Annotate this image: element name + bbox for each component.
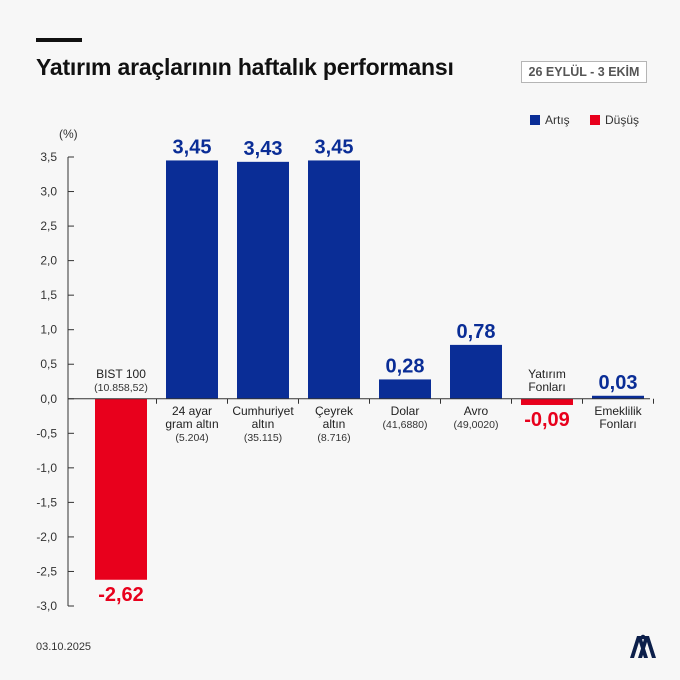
y-tick-label: 3,0 (40, 185, 57, 199)
category-sublabel: (41,6880) (383, 419, 428, 431)
category-label: Dolar (391, 404, 420, 418)
bar-value-label: 0,78 (457, 321, 496, 343)
bar-value-label: 0,03 (599, 372, 638, 394)
bar (237, 161, 289, 399)
category-label: Fonları (528, 380, 565, 394)
y-tick-label: -1,0 (36, 461, 57, 475)
bar-value-label: 3,45 (315, 136, 354, 158)
footer-date: 03.10.2025 (36, 641, 92, 653)
bar (379, 379, 431, 399)
y-tick-label: 2,5 (40, 219, 57, 233)
y-tick-label: -2,5 (36, 564, 57, 578)
y-axis-label: (%) (59, 127, 78, 141)
bar (95, 398, 147, 580)
bar (308, 160, 360, 399)
title-rule (36, 38, 82, 42)
category-label: Yatırım (528, 367, 566, 381)
category-label: 24 ayar (172, 404, 212, 418)
legend-label-decrease: Düşüş (605, 113, 640, 127)
y-tick-label: -3,0 (36, 599, 57, 613)
category-label: altın (252, 417, 275, 431)
bar-value-label: -0,09 (524, 409, 570, 431)
y-tick-label: 0,0 (40, 392, 57, 406)
y-tick-label: -2,0 (36, 530, 57, 544)
category-sublabel: (5.204) (175, 432, 208, 444)
legend-label-increase: Artış (545, 113, 570, 127)
category-label: Çeyrek (315, 404, 354, 418)
bar (166, 160, 218, 399)
category-label: Emeklilik (594, 404, 642, 418)
y-tick-label: 1,0 (40, 323, 57, 337)
category-label: Cumhuriyet (232, 404, 294, 418)
category-label: BIST 100 (96, 367, 146, 381)
y-tick-label: 0,5 (40, 357, 57, 371)
bar-value-label: 3,45 (173, 136, 212, 158)
bar-value-label: 3,43 (244, 138, 283, 160)
y-tick-label: -1,5 (36, 495, 57, 509)
aa-logo-icon (630, 634, 656, 658)
y-tick-label: 2,0 (40, 254, 57, 268)
category-label: gram altın (165, 417, 218, 431)
category-sublabel: (35.115) (244, 432, 282, 444)
category-sublabel: (49,0020) (454, 419, 499, 431)
category-sublabel: (8.716) (317, 432, 350, 444)
category-label: Fonları (599, 417, 636, 431)
page-title: Yatırım araçlarının haftalık performansı (36, 54, 454, 80)
bar-value-label: 0,28 (386, 355, 425, 377)
category-label: altın (323, 417, 346, 431)
bar (450, 344, 502, 399)
legend-swatch-increase (530, 115, 540, 125)
category-sublabel: (10.858,52) (94, 382, 148, 394)
bar (521, 398, 573, 405)
y-tick-label: 1,5 (40, 288, 57, 302)
legend-item-increase: Artış (530, 113, 570, 127)
bar (592, 395, 644, 399)
date-range-badge: 26 EYLÜL - 3 EKİM (521, 61, 647, 83)
category-label: Avro (464, 404, 489, 418)
legend-item-decrease: Düşüş (590, 113, 639, 127)
bar-value-label: -2,62 (98, 584, 144, 606)
y-tick-label: 3,5 (40, 150, 57, 164)
legend-swatch-decrease (590, 115, 600, 125)
y-tick-label: -0,5 (36, 426, 57, 440)
